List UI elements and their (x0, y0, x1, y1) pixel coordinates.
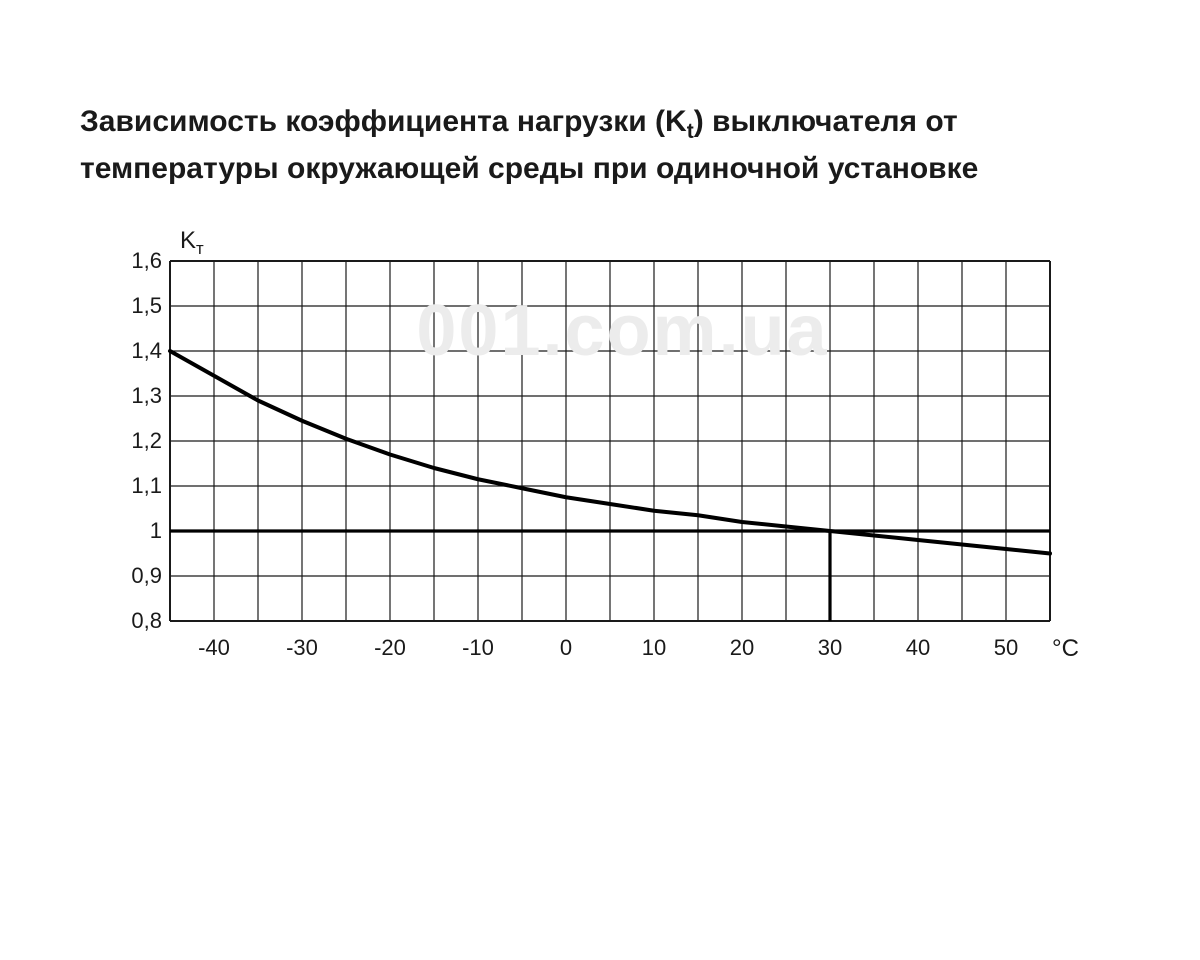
y-tick-label: 1,5 (131, 293, 162, 319)
page: Зависимость коэффициента нагрузки (Kt) в… (0, 0, 1200, 960)
x-tick-label: 10 (634, 635, 674, 661)
x-tick-label: -10 (458, 635, 498, 661)
y-tick-label: 1,3 (131, 383, 162, 409)
x-tick-label: 0 (546, 635, 586, 661)
x-tick-label: -20 (370, 635, 410, 661)
chart-title-line1: Зависимость коэффициента нагрузки (Kt) в… (80, 100, 1120, 147)
chart-title: Зависимость коэффициента нагрузки (Kt) в… (80, 100, 1120, 191)
y-axis-title: Kт (180, 227, 204, 259)
y-tick-label: 1,1 (131, 473, 162, 499)
chart-svg (110, 221, 1070, 641)
x-tick-label: 30 (810, 635, 850, 661)
y-tick-label: 1,2 (131, 428, 162, 454)
y-tick-label: 0,9 (131, 563, 162, 589)
y-tick-label: 1 (150, 518, 162, 544)
x-tick-label: 20 (722, 635, 762, 661)
chart-title-line2: температуры окружающей среды при одиночн… (80, 147, 1120, 191)
x-tick-label: -30 (282, 635, 322, 661)
x-tick-label: 50 (986, 635, 1026, 661)
x-axis-unit: °C (1052, 635, 1079, 663)
chart-area: Kт 001.com.ua 0,80,911,11,21,31,41,51,6-… (110, 221, 1070, 641)
y-tick-label: 1,4 (131, 338, 162, 364)
y-tick-label: 1,6 (131, 248, 162, 274)
y-tick-label: 0,8 (131, 608, 162, 634)
x-tick-label: -40 (194, 635, 234, 661)
x-tick-label: 40 (898, 635, 938, 661)
